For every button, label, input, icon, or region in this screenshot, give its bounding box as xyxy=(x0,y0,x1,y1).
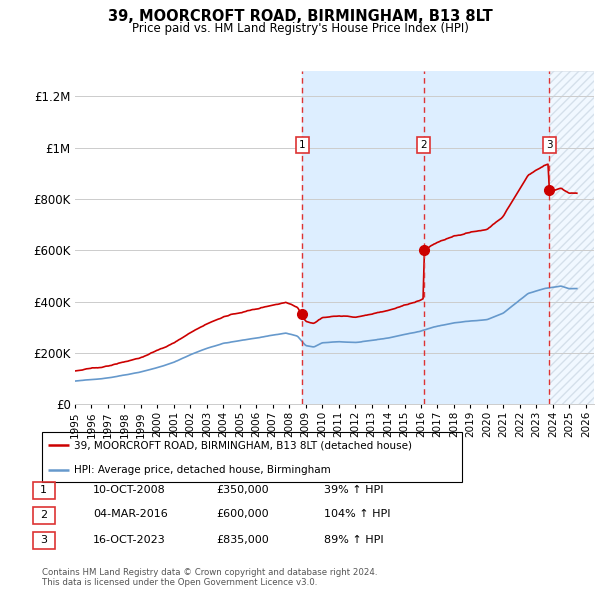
Text: 39% ↑ HPI: 39% ↑ HPI xyxy=(324,485,383,494)
Text: 3: 3 xyxy=(40,536,47,545)
Text: 39, MOORCROFT ROAD, BIRMINGHAM, B13 8LT: 39, MOORCROFT ROAD, BIRMINGHAM, B13 8LT xyxy=(107,9,493,24)
Text: Contains HM Land Registry data © Crown copyright and database right 2024.
This d: Contains HM Land Registry data © Crown c… xyxy=(42,568,377,587)
Text: £350,000: £350,000 xyxy=(216,485,269,494)
Text: 89% ↑ HPI: 89% ↑ HPI xyxy=(324,535,383,545)
Text: 1: 1 xyxy=(299,140,305,150)
Text: 16-OCT-2023: 16-OCT-2023 xyxy=(93,535,166,545)
Text: 2: 2 xyxy=(421,140,427,150)
Text: HPI: Average price, detached house, Birmingham: HPI: Average price, detached house, Birm… xyxy=(74,465,330,475)
Text: £600,000: £600,000 xyxy=(216,510,269,519)
Text: Price paid vs. HM Land Registry's House Price Index (HPI): Price paid vs. HM Land Registry's House … xyxy=(131,22,469,35)
Bar xyxy=(424,71,550,404)
Text: 39, MOORCROFT ROAD, BIRMINGHAM, B13 8LT (detached house): 39, MOORCROFT ROAD, BIRMINGHAM, B13 8LT … xyxy=(74,440,412,450)
Text: 104% ↑ HPI: 104% ↑ HPI xyxy=(324,510,391,519)
Text: 10-OCT-2008: 10-OCT-2008 xyxy=(93,485,166,494)
Bar xyxy=(302,71,424,404)
Bar xyxy=(550,71,594,404)
Text: 3: 3 xyxy=(546,140,553,150)
Text: 04-MAR-2016: 04-MAR-2016 xyxy=(93,510,168,519)
Bar xyxy=(550,71,594,404)
Text: 1: 1 xyxy=(40,486,47,495)
Text: 2: 2 xyxy=(40,510,47,520)
Text: £835,000: £835,000 xyxy=(216,535,269,545)
